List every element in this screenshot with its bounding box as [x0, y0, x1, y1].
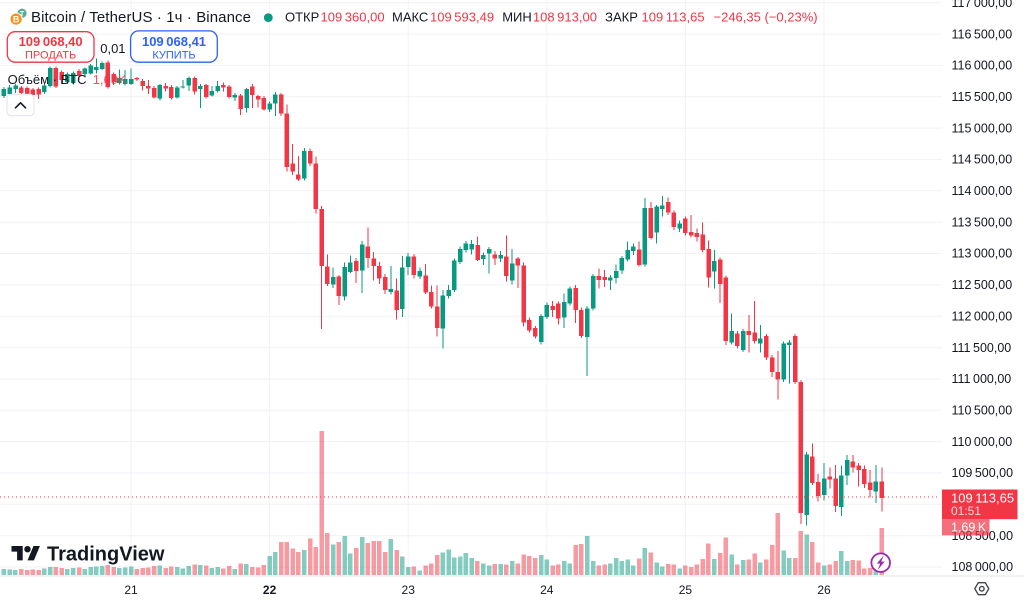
svg-text:1,69 K: 1,69 K: [951, 521, 987, 535]
svg-text:109 068,41: 109 068,41: [142, 34, 206, 49]
svg-text:25: 25: [679, 583, 693, 597]
svg-text:ЗАКР: ЗАКР: [605, 10, 638, 25]
svg-text:ОТКР: ОТКР: [285, 10, 319, 25]
svg-text:ПРОДАТЬ: ПРОДАТЬ: [25, 50, 76, 62]
svg-text:108 913,00: 108 913,00: [533, 10, 597, 25]
svg-text:113 500,00: 113 500,00: [952, 215, 1013, 229]
svg-text:109 593,49: 109 593,49: [430, 10, 494, 25]
svg-text:111 000,00: 111 000,00: [952, 372, 1012, 386]
svg-text:24: 24: [540, 583, 554, 597]
svg-text:112 500,00: 112 500,00: [952, 278, 1013, 292]
svg-text:109 360,00: 109 360,00: [321, 10, 385, 25]
svg-text:109 068,40: 109 068,40: [19, 34, 83, 49]
svg-text:115 000,00: 115 000,00: [952, 121, 1013, 135]
svg-text:МИН: МИН: [502, 10, 532, 25]
svg-text:26: 26: [817, 583, 831, 597]
svg-text:108 000,00: 108 000,00: [952, 560, 1014, 574]
svg-text:117 000,00: 117 000,00: [952, 0, 1013, 10]
svg-text:−246,35 (−0,23%): −246,35 (−0,23%): [714, 10, 818, 25]
svg-text:TradingView: TradingView: [47, 544, 165, 566]
svg-text:МАКС: МАКС: [392, 10, 428, 25]
svg-text:115 500,00: 115 500,00: [952, 90, 1013, 104]
svg-text:109 113,65: 109 113,65: [642, 10, 705, 25]
svg-text:КУПИТЬ: КУПИТЬ: [152, 50, 195, 62]
svg-text:109 113,65: 109 113,65: [951, 491, 1014, 506]
svg-text:Объём · BTC: Объём · BTC: [8, 72, 87, 87]
svg-text:21: 21: [124, 583, 138, 597]
svg-text:111 500,00: 111 500,00: [952, 341, 1012, 355]
svg-text:B: B: [13, 14, 20, 24]
svg-text:0,01: 0,01: [100, 41, 125, 56]
svg-text:114 500,00: 114 500,00: [952, 153, 1013, 167]
svg-text:T: T: [20, 11, 25, 18]
svg-text:114 000,00: 114 000,00: [952, 184, 1013, 198]
svg-text:1,69K: 1,69K: [93, 72, 127, 87]
svg-text:116 500,00: 116 500,00: [952, 27, 1013, 41]
svg-text:23: 23: [402, 583, 416, 597]
svg-text:113 000,00: 113 000,00: [952, 247, 1013, 261]
svg-text:110 000,00: 110 000,00: [952, 435, 1013, 449]
svg-text:116 000,00: 116 000,00: [952, 59, 1013, 73]
svg-text:01:51: 01:51: [951, 504, 981, 518]
svg-text:22: 22: [263, 583, 277, 597]
svg-text:Bitcoin / TetherUS · 1ч · Bina: Bitcoin / TetherUS · 1ч · Binance: [31, 9, 251, 26]
svg-text:112 000,00: 112 000,00: [952, 309, 1013, 323]
svg-text:109 500,00: 109 500,00: [952, 466, 1014, 480]
svg-text:110 500,00: 110 500,00: [952, 403, 1013, 417]
